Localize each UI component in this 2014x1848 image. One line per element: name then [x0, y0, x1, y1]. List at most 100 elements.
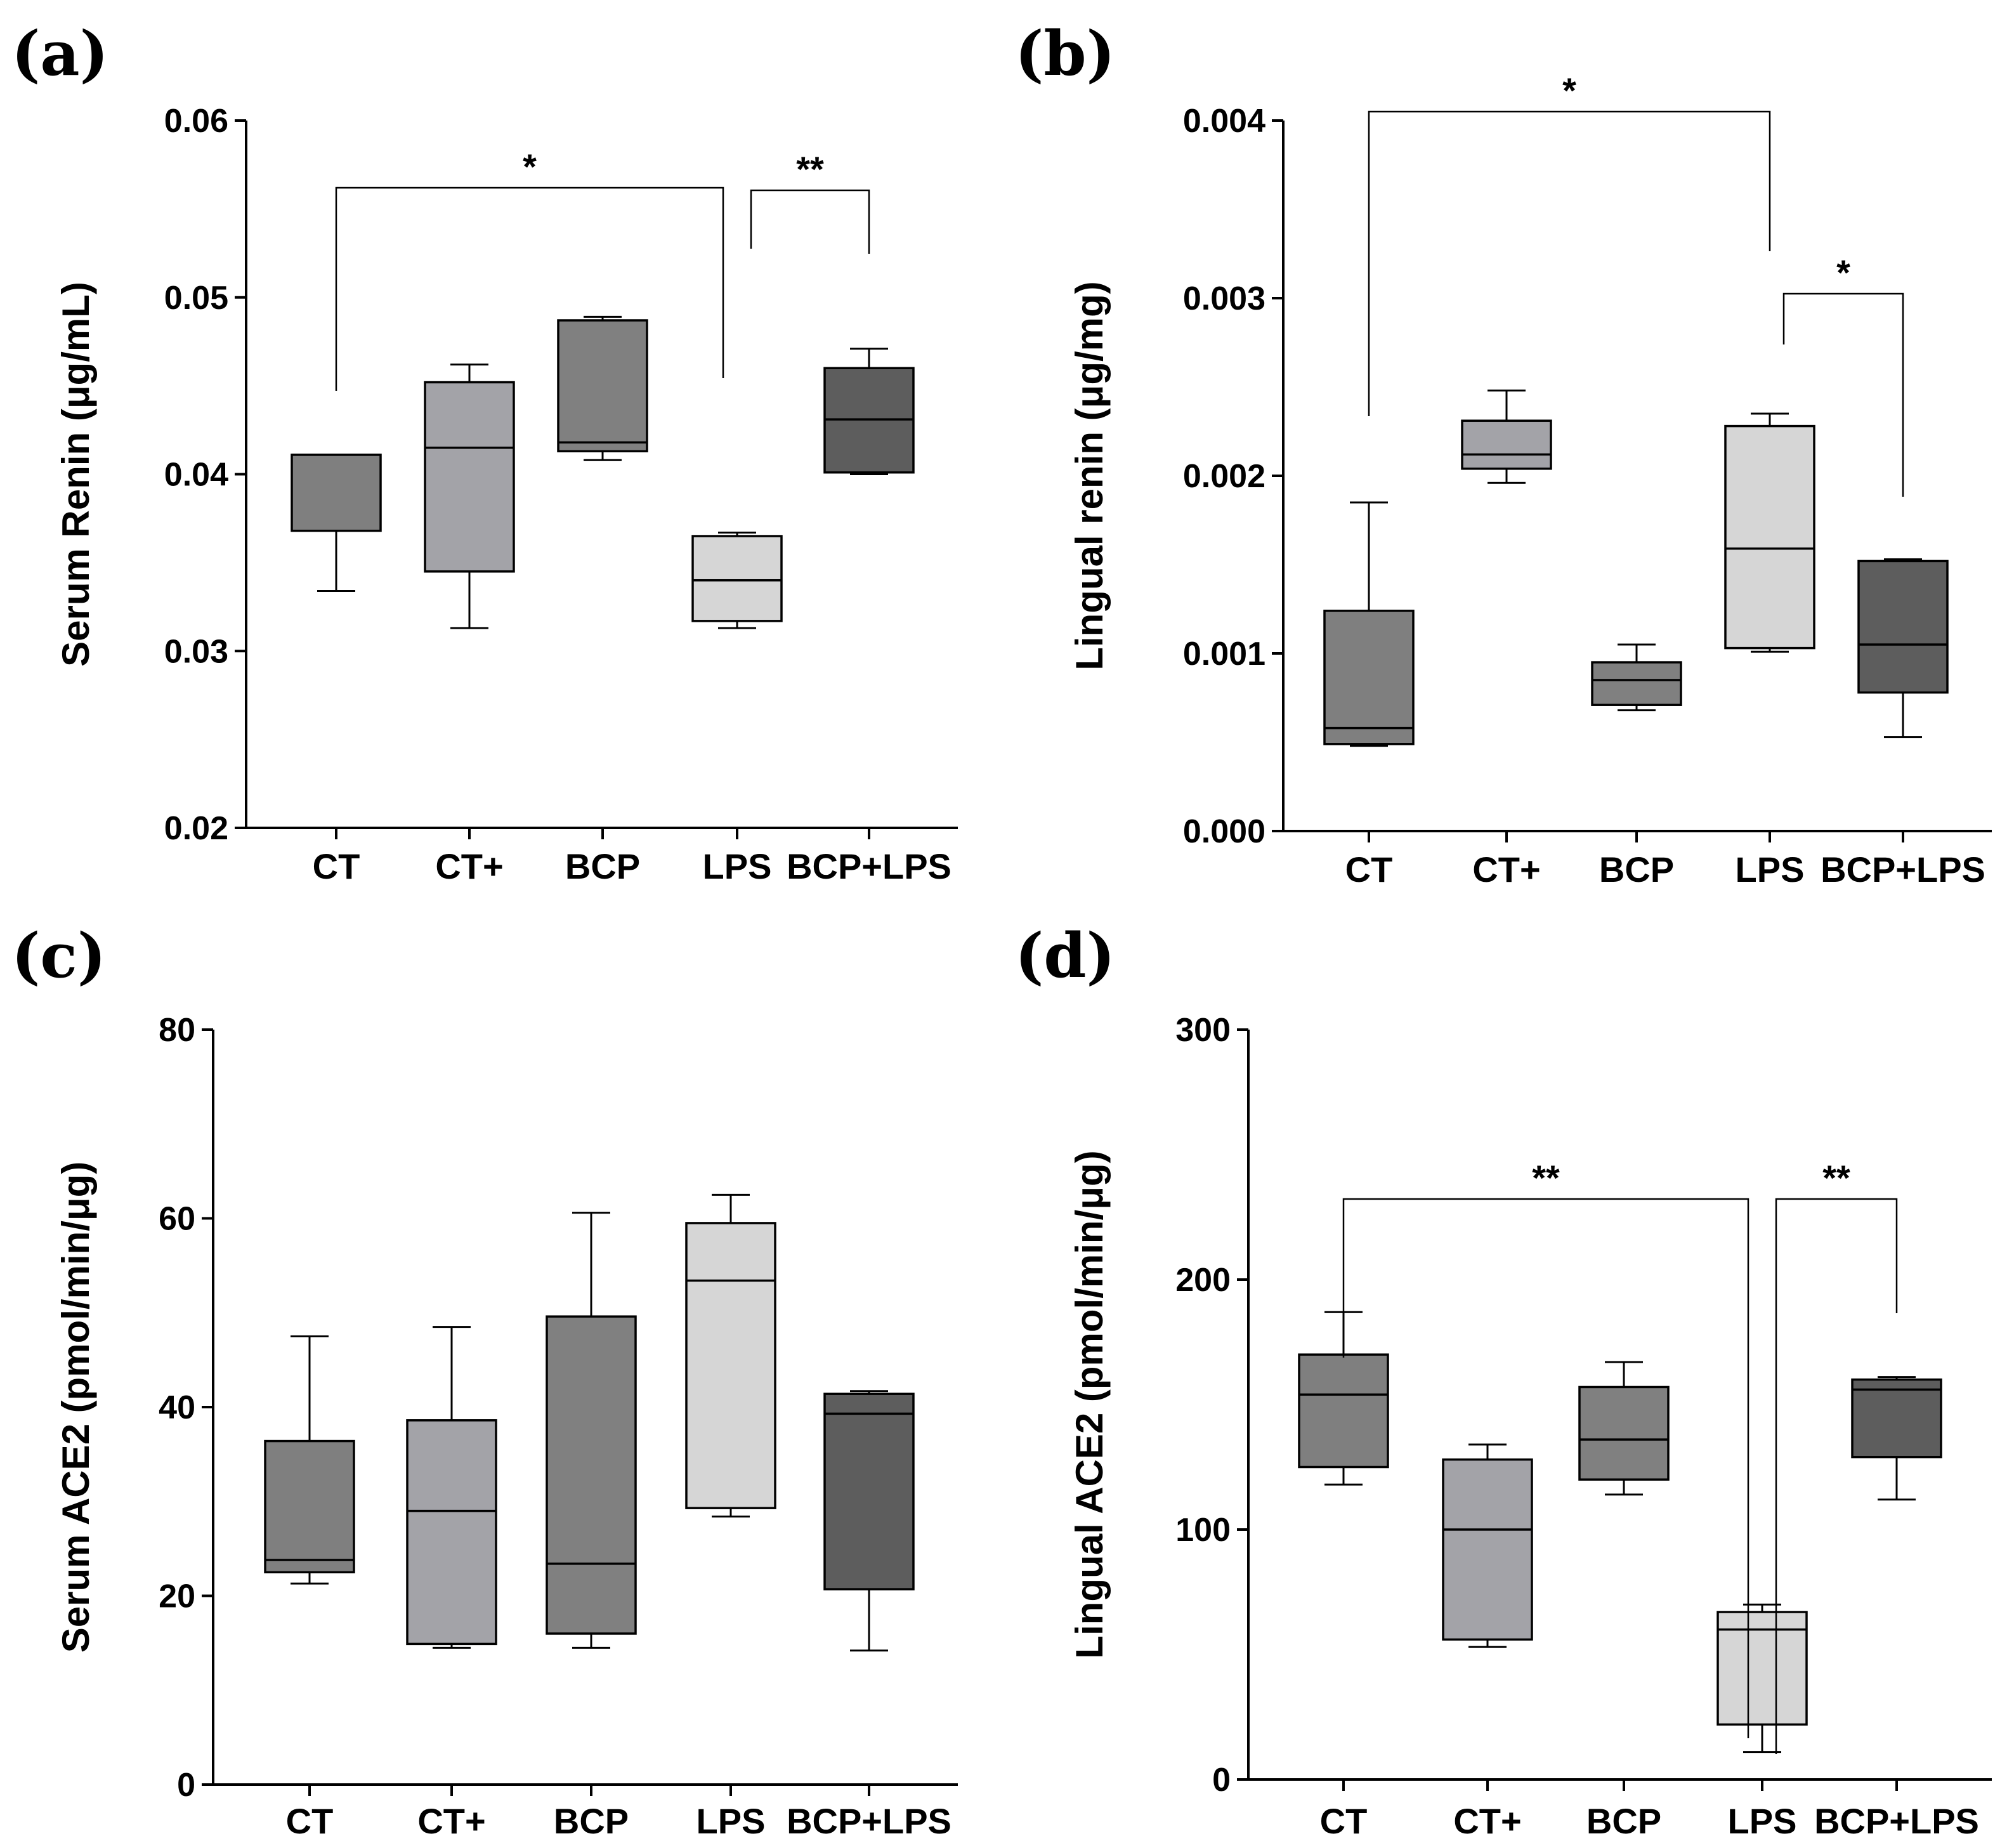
x-tick-label: CT+	[435, 846, 503, 886]
box-ct-plus	[1442, 1443, 1533, 1648]
significance-label: *	[1562, 70, 1576, 110]
panel-label: (d)	[1015, 920, 1115, 992]
x-tick-label: BCP	[1599, 849, 1674, 889]
panel-a: (a) 0.02 0.03 0.04 0.05 0.06 Serum Renin (μg/m…	[11, 18, 958, 886]
panel-label: (c)	[11, 920, 106, 992]
y-tick-label: 0.002	[1183, 458, 1265, 495]
box-bcp-pluslps	[1851, 1376, 1942, 1501]
box-ct-plus	[424, 364, 515, 629]
box-lps	[1716, 1603, 1808, 1753]
box-iqr	[1724, 424, 1815, 650]
x-tick-label: CT	[1345, 849, 1393, 889]
y-tick-label: 0.04	[164, 457, 228, 494]
box-ct-plus	[406, 1326, 497, 1649]
box-iqr	[1851, 1378, 1942, 1458]
bracket-line	[1368, 110, 1771, 416]
panel-label: (a)	[11, 18, 108, 89]
x-tick-label: CT+	[1472, 849, 1540, 889]
y-axis-title: Lingual renin (μg/mg)	[1068, 281, 1111, 670]
significance-bracket: **	[1342, 1158, 1749, 1738]
bracket-line	[335, 187, 724, 391]
box-bcp	[557, 315, 648, 461]
significance-bracket: *	[1782, 252, 1904, 497]
box-iqr	[1857, 560, 1949, 694]
y-axis-title: Lingual ACE2 (pmol/min/μg)	[1068, 1150, 1111, 1658]
x-tick-label: LPS	[696, 1801, 766, 1841]
box-iqr	[291, 454, 382, 532]
y-tick-label: 80	[159, 1012, 195, 1049]
significance-label: **	[796, 149, 824, 189]
box-iqr	[1591, 661, 1682, 706]
bracket-line	[1782, 292, 1904, 497]
panel-c: (c) 0 20 40 60 80 Serum ACE2 (pmol/min/μg) CT CT…	[11, 920, 958, 1841]
box-lps	[691, 531, 783, 629]
box-iqr	[685, 1222, 776, 1509]
y-tick-label: 0.06	[164, 103, 228, 140]
y-tick-label: 60	[159, 1201, 195, 1238]
x-tick-label: CT+	[417, 1801, 485, 1841]
box-ct	[1323, 501, 1415, 747]
y-axis-title: Serum ACE2 (pmol/min/μg)	[55, 1162, 97, 1653]
box-ct-plus	[1461, 390, 1552, 484]
significance-label: *	[523, 147, 537, 187]
box-ct	[1298, 1311, 1389, 1486]
box-iqr	[546, 1315, 637, 1635]
x-tick-label: CT	[313, 846, 360, 886]
box-iqr	[406, 1419, 497, 1646]
box-lps	[685, 1193, 776, 1518]
x-tick-label: BCP+LPS	[1821, 849, 1985, 889]
box-bcp	[1578, 1361, 1670, 1496]
y-tick-label: 200	[1175, 1262, 1231, 1299]
box-iqr	[264, 1439, 355, 1574]
significance-bracket: **	[750, 149, 870, 254]
box-ct	[291, 454, 382, 592]
box-iqr	[1298, 1353, 1389, 1469]
significance-label: *	[1836, 252, 1850, 292]
box-iqr	[1461, 419, 1552, 470]
box-bcp	[1591, 643, 1682, 712]
y-tick-label: 0.05	[164, 280, 228, 317]
panel-d: (d) 0 100 200 300 Lingual ACE2 (pmol/min/μg) C…	[1015, 920, 1992, 1841]
y-tick-label: 0.003	[1183, 280, 1265, 317]
x-tick-label: LPS	[1728, 1801, 1797, 1841]
x-tick-label: CT	[286, 1801, 334, 1841]
x-tick-label: LPS	[703, 846, 772, 886]
x-tick-label: BCP	[1586, 1801, 1661, 1841]
box-iqr	[1442, 1458, 1533, 1641]
y-tick-label: 0	[1212, 1762, 1231, 1799]
bracket-line	[1775, 1198, 1898, 1754]
significance-label: **	[1532, 1158, 1560, 1198]
x-tick-label: BCP+LPS	[787, 1801, 951, 1841]
y-tick-label: 300	[1175, 1012, 1231, 1049]
y-tick-label: 0.004	[1183, 103, 1265, 140]
y-tick-label: 100	[1175, 1512, 1231, 1549]
box-iqr	[691, 535, 783, 622]
x-tick-label: CT	[1320, 1801, 1368, 1841]
x-tick-label: BCP+LPS	[1814, 1801, 1979, 1841]
box-iqr	[424, 381, 515, 573]
significance-bracket: **	[1775, 1158, 1898, 1754]
box-iqr	[1716, 1611, 1808, 1726]
panel-label: (b)	[1015, 18, 1115, 89]
panel-b: (b) 0.000 0.001 0.002 0.003 0.004 Lingual reni…	[1015, 18, 1992, 889]
y-tick-label: 20	[159, 1578, 195, 1615]
box-lps	[1724, 412, 1815, 653]
box-bcp-pluslps	[1857, 558, 1949, 738]
box-bcp-pluslps	[823, 1390, 915, 1652]
box-iqr	[823, 1393, 915, 1590]
y-tick-label: 0.000	[1183, 813, 1265, 850]
box-iqr	[1578, 1386, 1670, 1481]
x-tick-label: CT+	[1453, 1801, 1521, 1841]
box-ct	[264, 1335, 355, 1585]
x-tick-label: BCP+LPS	[787, 846, 951, 886]
significance-label: **	[1822, 1158, 1850, 1198]
bracket-line	[750, 189, 870, 254]
significance-bracket: *	[335, 147, 724, 391]
box-bcp-pluslps	[823, 348, 915, 475]
x-tick-label: BCP	[565, 846, 640, 886]
y-tick-label: 0.001	[1183, 636, 1265, 672]
x-tick-label: LPS	[1736, 849, 1805, 889]
y-tick-label: 0.02	[164, 810, 228, 847]
y-axis-title: Serum Renin (μg/mL)	[55, 282, 97, 667]
